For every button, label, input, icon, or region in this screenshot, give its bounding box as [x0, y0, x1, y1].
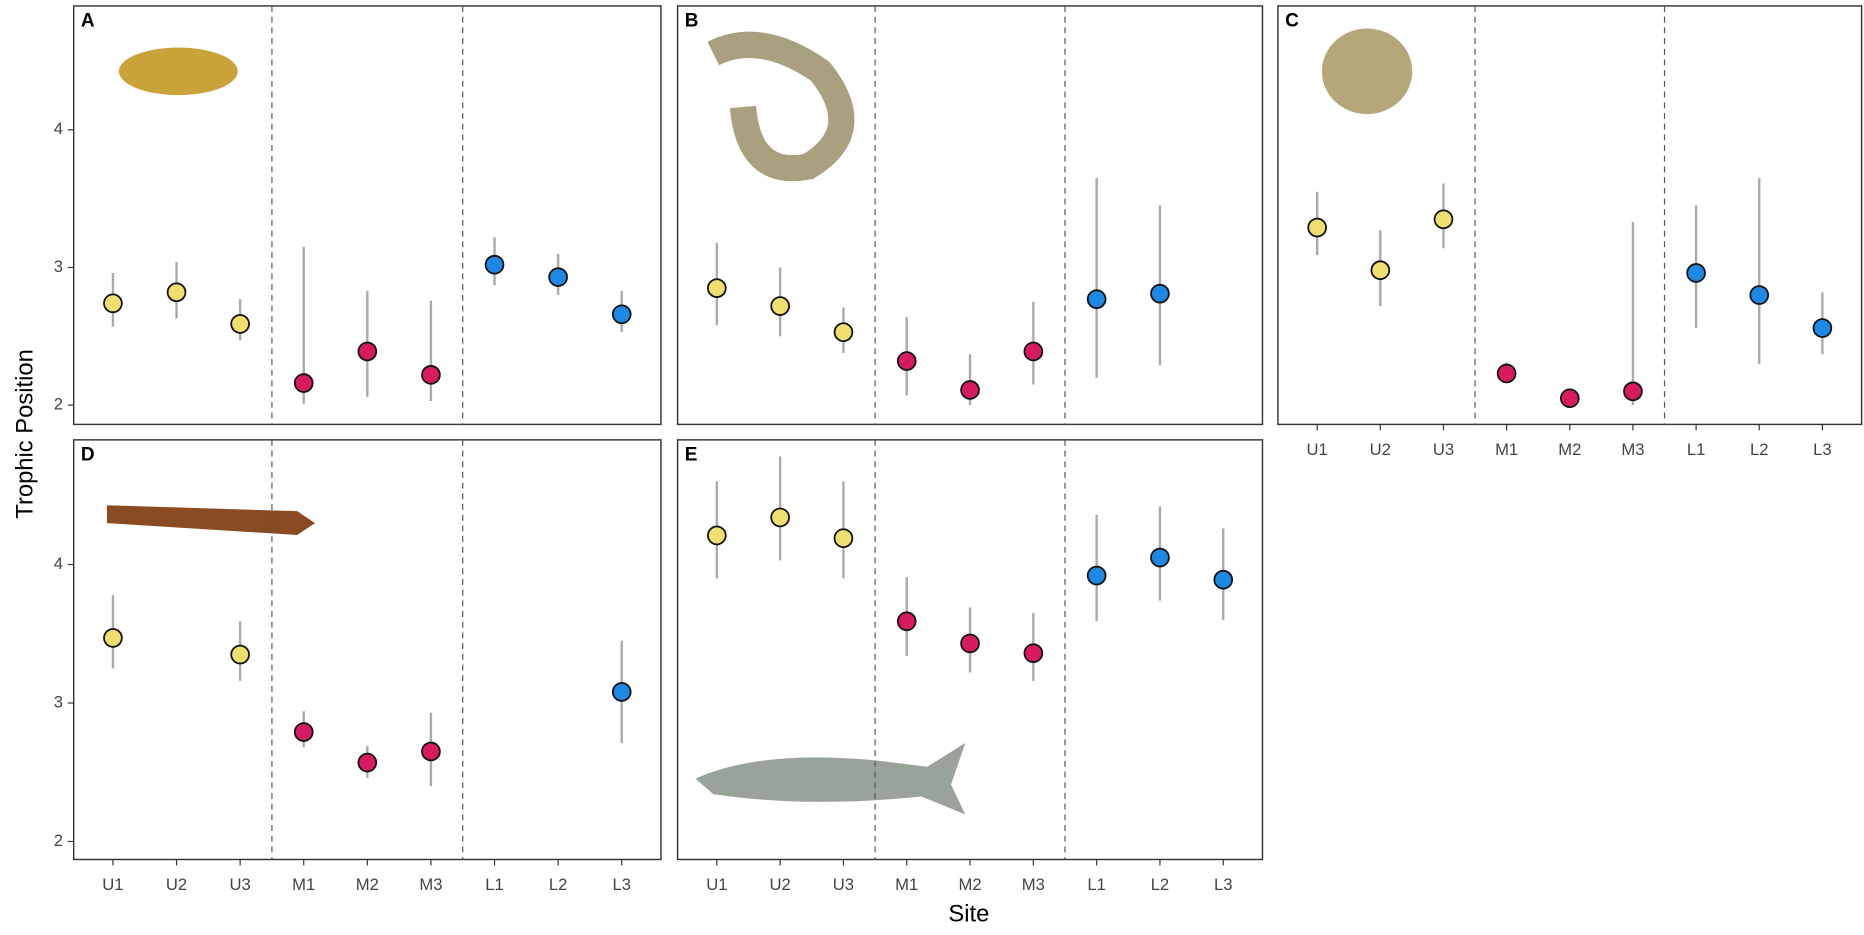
- point: [1086, 289, 1107, 309]
- point: [1150, 283, 1170, 304]
- point: [1496, 363, 1517, 384]
- point: [548, 267, 568, 287]
- clam-illustration: [1321, 28, 1413, 115]
- insect-illustration: [118, 47, 238, 96]
- point: [833, 528, 854, 548]
- x-tick-label: U2: [166, 875, 187, 894]
- x-tick-label: L1: [485, 875, 504, 894]
- x-tick-label: U1: [1307, 440, 1328, 459]
- point: [1086, 565, 1107, 586]
- x-tick-label: M1: [895, 875, 918, 894]
- point: [421, 741, 441, 762]
- x-tick-label: M3: [1022, 875, 1045, 894]
- point: [421, 365, 441, 385]
- point: [1812, 318, 1833, 338]
- panel-letter: D: [81, 444, 95, 465]
- point: [960, 380, 980, 400]
- point: [293, 722, 314, 742]
- point: [230, 644, 250, 665]
- panel-letter: A: [81, 10, 95, 31]
- point: [707, 525, 727, 546]
- panel-frame: [72, 5, 662, 426]
- point: [103, 628, 123, 648]
- y-tick-label: 2: [54, 395, 63, 414]
- point: [357, 341, 378, 362]
- x-tick-label: L3: [612, 875, 631, 894]
- point: [896, 351, 917, 371]
- x-tick-label: U3: [833, 875, 854, 894]
- y-axis-label: Trophic Position: [11, 349, 38, 519]
- point: [166, 282, 187, 303]
- point: [896, 611, 917, 632]
- point: [770, 507, 790, 528]
- point: [1749, 285, 1770, 305]
- y-tick-label: 4: [54, 119, 63, 138]
- panel-frame: [72, 439, 662, 861]
- x-tick-label: L3: [1813, 440, 1832, 459]
- x-tick-label: U2: [770, 875, 791, 894]
- point: [770, 296, 790, 316]
- point: [960, 633, 980, 654]
- x-tick-label: M3: [419, 875, 442, 894]
- point: [1023, 341, 1044, 362]
- point: [484, 254, 505, 275]
- x-tick-label: L1: [1687, 440, 1706, 459]
- x-tick-label: M3: [1621, 440, 1644, 459]
- x-tick-label: M1: [292, 875, 315, 894]
- point: [1370, 260, 1391, 281]
- point: [230, 314, 250, 334]
- x-tick-label: U2: [1370, 440, 1391, 459]
- y-tick-label: 3: [54, 692, 63, 711]
- larva-illustration: [707, 31, 855, 182]
- nymph-illustration: [106, 505, 316, 535]
- x-tick-label: M1: [1495, 440, 1518, 459]
- point: [1433, 209, 1454, 230]
- point: [1686, 263, 1706, 283]
- panel-letter: E: [685, 444, 698, 465]
- y-tick-label: 2: [54, 831, 63, 850]
- point: [357, 752, 378, 773]
- x-tick-label: U1: [706, 875, 727, 894]
- x-tick-label: U3: [1433, 440, 1454, 459]
- point: [1559, 388, 1580, 409]
- point: [1307, 217, 1327, 238]
- panel-letter: C: [1285, 10, 1299, 31]
- panel-frame: [676, 5, 1264, 426]
- point: [1023, 643, 1044, 663]
- y-tick-label: 4: [54, 554, 63, 573]
- point: [833, 322, 854, 342]
- x-tick-label: L1: [1087, 875, 1106, 894]
- point: [293, 373, 314, 393]
- point: [707, 278, 727, 298]
- point: [103, 293, 123, 314]
- point: [1213, 569, 1234, 590]
- x-tick-label: L2: [1151, 875, 1170, 894]
- x-tick-label: L2: [1750, 440, 1769, 459]
- point: [1623, 381, 1643, 402]
- y-tick-label: 3: [54, 257, 63, 276]
- point: [1150, 547, 1170, 568]
- illustrations: [106, 28, 1413, 815]
- x-tick-label: L3: [1214, 875, 1233, 894]
- x-tick-label: L2: [549, 875, 568, 894]
- point: [611, 304, 632, 325]
- x-tick-label: M2: [1558, 440, 1581, 459]
- fish-illustration: [695, 742, 966, 815]
- panel-letter: B: [685, 10, 699, 31]
- point: [611, 682, 632, 702]
- x-tick-label: M2: [958, 875, 981, 894]
- x-tick-label: U1: [102, 875, 123, 894]
- x-axis-label: Site: [948, 901, 989, 928]
- x-tick-label: M2: [356, 875, 379, 894]
- x-tick-label: U3: [229, 875, 250, 894]
